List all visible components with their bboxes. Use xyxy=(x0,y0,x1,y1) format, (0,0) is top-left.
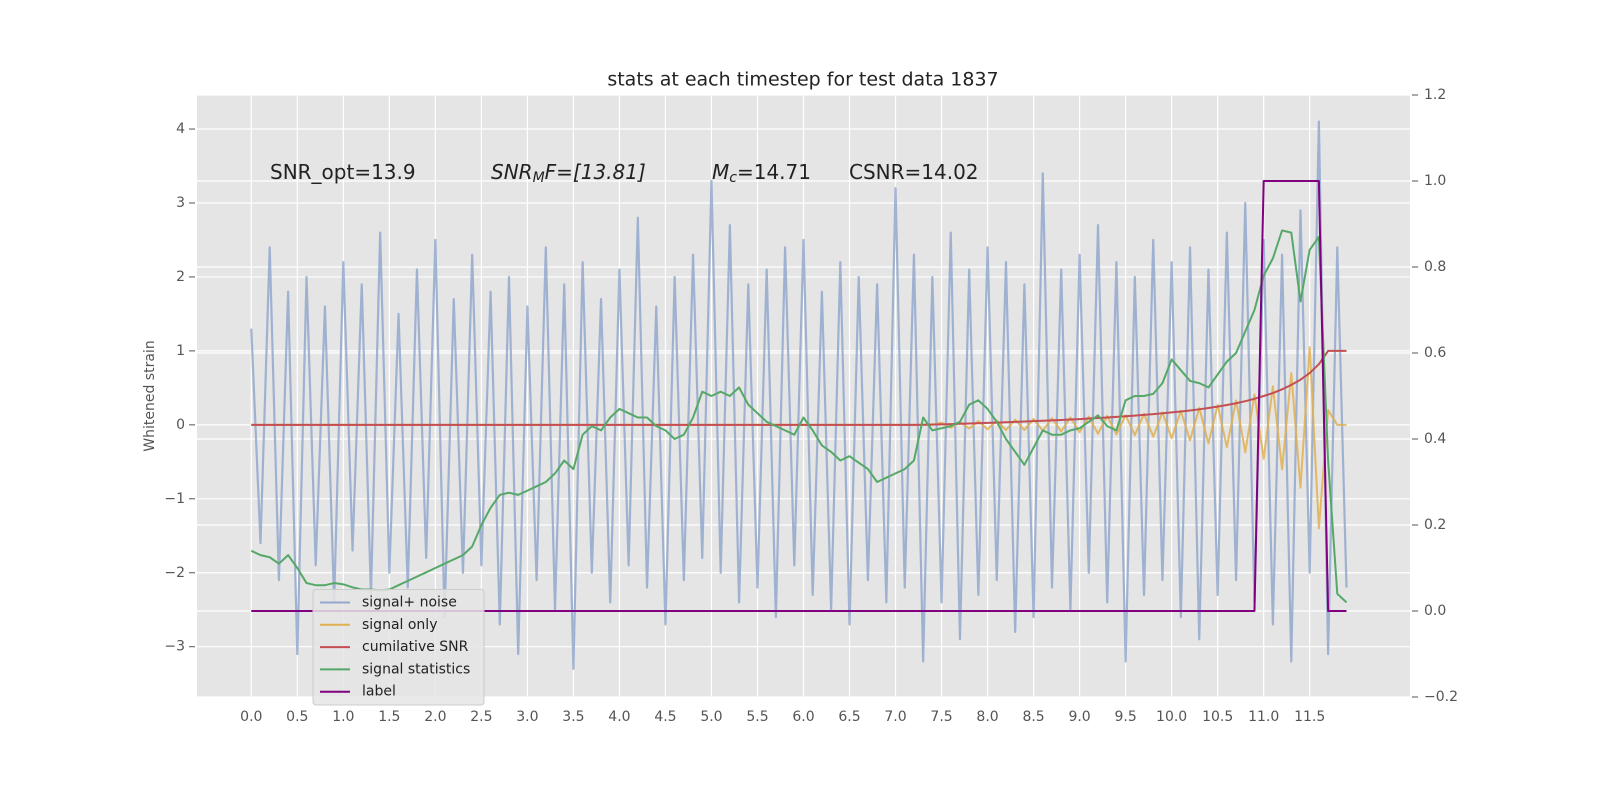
x-tick-label: 10.5 xyxy=(1202,709,1233,725)
annotation: SNR_opt=13.9 xyxy=(270,160,416,184)
y2-tick-label: −0.2 xyxy=(1424,689,1458,705)
x-tick-label: 11.0 xyxy=(1248,709,1279,725)
x-tick-label: 10.0 xyxy=(1156,709,1187,725)
x-tick-label: 8.0 xyxy=(976,709,998,725)
legend-box xyxy=(312,589,485,706)
x-tick-label: 3.0 xyxy=(516,709,538,725)
legend-label: signal only xyxy=(362,617,437,633)
x-tick-label: 8.5 xyxy=(1022,709,1044,725)
x-tick-label: 4.0 xyxy=(608,709,630,725)
y2-tick-label: 0.8 xyxy=(1424,259,1446,275)
x-tick-label: 9.5 xyxy=(1114,709,1136,725)
y2-tick-label: 0.6 xyxy=(1424,345,1446,361)
y2-tick-label: 1.0 xyxy=(1424,173,1446,189)
series-line xyxy=(250,120,1348,670)
y-tick-label: 2 xyxy=(176,269,185,285)
annotation: SNRMF=[13.81] xyxy=(491,160,646,187)
series-line xyxy=(250,229,1348,604)
legend-label: signal statistics xyxy=(362,661,470,677)
legend-label: cumilative SNR xyxy=(362,639,469,655)
y-tick-label: −1 xyxy=(164,491,185,507)
y2-tick-label: 0.2 xyxy=(1424,517,1446,533)
x-tick-label: 6.0 xyxy=(792,709,814,725)
annotation-text: CSNR=14.02 xyxy=(849,160,979,184)
legend: signal+ noise signal only cumilative SNR si… xyxy=(312,589,485,706)
annotation-sub: c xyxy=(729,170,737,186)
annotation-sub: M xyxy=(533,170,545,186)
annotation: CSNR=14.02 xyxy=(849,160,979,184)
y-tick-label: 1 xyxy=(176,343,185,359)
x-tick-label: 2.5 xyxy=(470,709,492,725)
annotation-math: M xyxy=(712,160,729,184)
x-tick-label: 6.5 xyxy=(838,709,860,725)
annotation-text: SNR_opt=13.9 xyxy=(270,160,416,184)
x-tick-label: 2.0 xyxy=(424,709,446,725)
y-tick-label: −3 xyxy=(164,639,185,655)
legend-label: label xyxy=(362,684,396,700)
x-tick-label: 1.5 xyxy=(378,709,400,725)
x-tick-label: 1.0 xyxy=(332,709,354,725)
x-tick-label: 7.5 xyxy=(930,709,952,725)
y-tick-label: 3 xyxy=(176,195,185,211)
y2-tick-label: 1.2 xyxy=(1424,87,1446,103)
chart-title: stats at each timestep for test data 183… xyxy=(607,69,998,91)
x-tick-label: 0.5 xyxy=(286,709,308,725)
y2-tick-label: 0.0 xyxy=(1424,603,1446,619)
y-tick-label: 4 xyxy=(176,121,185,137)
y-axis-label: Whitened strain xyxy=(142,340,158,451)
annotation-math: SNR xyxy=(491,160,533,184)
y-tick-label: 0 xyxy=(176,417,185,433)
x-tick-label: 5.0 xyxy=(700,709,722,725)
annotation: Mc=14.71 xyxy=(712,160,811,187)
x-tick-label: 7.0 xyxy=(884,709,906,725)
x-tick-label: 5.5 xyxy=(746,709,768,725)
annotation-text: =14.71 xyxy=(737,160,811,184)
x-tick-label: 4.5 xyxy=(654,709,676,725)
y-tick-label: −2 xyxy=(164,565,185,581)
legend-label: signal+ noise xyxy=(362,595,457,611)
x-tick-label: 11.5 xyxy=(1294,709,1325,725)
y2-tick-label: 0.4 xyxy=(1424,431,1446,447)
annotation-text: F=[13.81] xyxy=(545,160,646,184)
x-tick-label: 9.0 xyxy=(1068,709,1090,725)
x-tick-label: 3.5 xyxy=(562,709,584,725)
x-tick-label: 0.0 xyxy=(240,709,262,725)
